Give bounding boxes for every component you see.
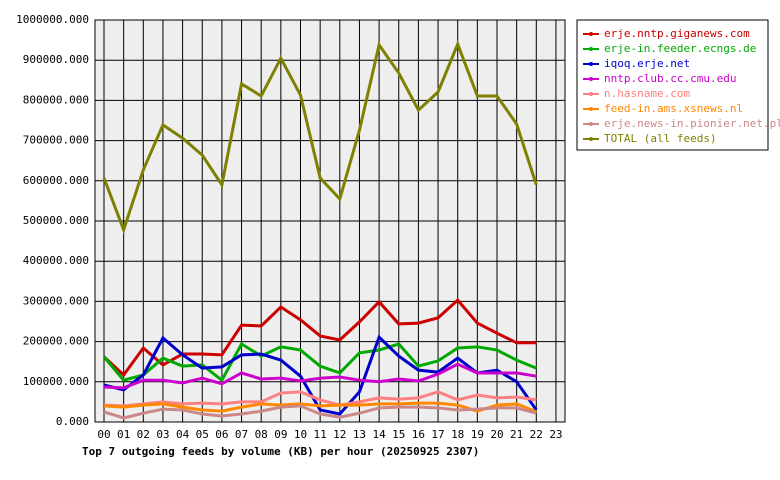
x-tick-label: 12 <box>333 428 346 441</box>
x-tick-label: 08 <box>255 428 268 441</box>
y-tick-label: 0.000 <box>56 415 89 428</box>
x-tick-label: 20 <box>490 428 503 441</box>
y-tick-label: 200000.000 <box>23 335 89 348</box>
legend-label: erje.nntp.giganews.com <box>604 27 750 40</box>
plot-frame <box>94 19 566 423</box>
legend-label: n.hasname.com <box>604 87 690 100</box>
x-tick-label: 14 <box>372 428 386 441</box>
x-tick-label: 23 <box>549 428 562 441</box>
x-tick-label: 11 <box>314 428 327 441</box>
series-line <box>102 341 537 383</box>
y-tick-label: 400000.000 <box>23 254 89 267</box>
legend-marker <box>589 47 593 51</box>
legend-marker <box>589 107 593 111</box>
x-tick-label: 02 <box>137 428 150 441</box>
legend-marker <box>589 137 593 141</box>
x-tick-label: 13 <box>353 428 366 441</box>
legend-box <box>576 19 769 151</box>
x-tick-label: 19 <box>471 428 484 441</box>
y-tick-label: 1000000.000 <box>16 13 89 26</box>
series-line <box>103 334 538 416</box>
y-tick-label: 900000.000 <box>23 53 89 66</box>
series-line <box>103 404 537 420</box>
x-tick-label: 17 <box>431 428 444 441</box>
series-line <box>102 40 538 235</box>
x-tick-label: 09 <box>274 428 287 441</box>
y-tick-label: 300000.000 <box>23 294 89 307</box>
legend-marker <box>589 77 593 81</box>
legend-marker <box>589 122 593 126</box>
x-tick-label: 10 <box>294 428 307 441</box>
legend-marker <box>589 32 593 36</box>
x-tick-label: 06 <box>215 428 228 441</box>
x-tick-label: 07 <box>235 428 248 441</box>
x-tick-label: 22 <box>530 428 543 441</box>
x-tick-label: 21 <box>510 428 523 441</box>
x-tick-label: 18 <box>451 428 464 441</box>
legend-label: iqoq.erje.net <box>604 57 690 70</box>
x-tick-label: 16 <box>412 428 425 441</box>
y-tick-label: 500000.000 <box>23 214 89 227</box>
series-line <box>103 401 537 414</box>
x-tick-label: 15 <box>392 428 405 441</box>
x-tick-label: 00 <box>97 428 110 441</box>
y-tick-label: 800000.000 <box>23 93 89 106</box>
legend-label: feed-in.ams.xsnews.nl <box>604 102 743 115</box>
legend-label: TOTAL (all feeds) <box>604 132 717 145</box>
legend-marker <box>589 92 593 96</box>
y-tick-label: 100000.000 <box>23 375 89 388</box>
x-tick-label: 01 <box>117 428 130 441</box>
y-tick-label: 700000.000 <box>23 134 89 147</box>
legend-label: erje-in.feeder.ecngs.de <box>604 42 756 55</box>
x-tick-label: 03 <box>156 428 169 441</box>
series-line <box>103 362 537 390</box>
x-tick-label: 04 <box>176 428 190 441</box>
x-tick-label: 05 <box>196 428 209 441</box>
legend-label: erje.news-in.pionier.net.pl <box>604 117 780 130</box>
series-line <box>102 298 537 378</box>
legend-marker <box>589 62 593 66</box>
chart-title: Top 7 outgoing feeds by volume (KB) per … <box>82 445 479 458</box>
series-line <box>103 390 537 408</box>
y-tick-label: 600000.000 <box>23 174 89 187</box>
legend-label: nntp.club.cc.cmu.edu <box>604 72 736 85</box>
